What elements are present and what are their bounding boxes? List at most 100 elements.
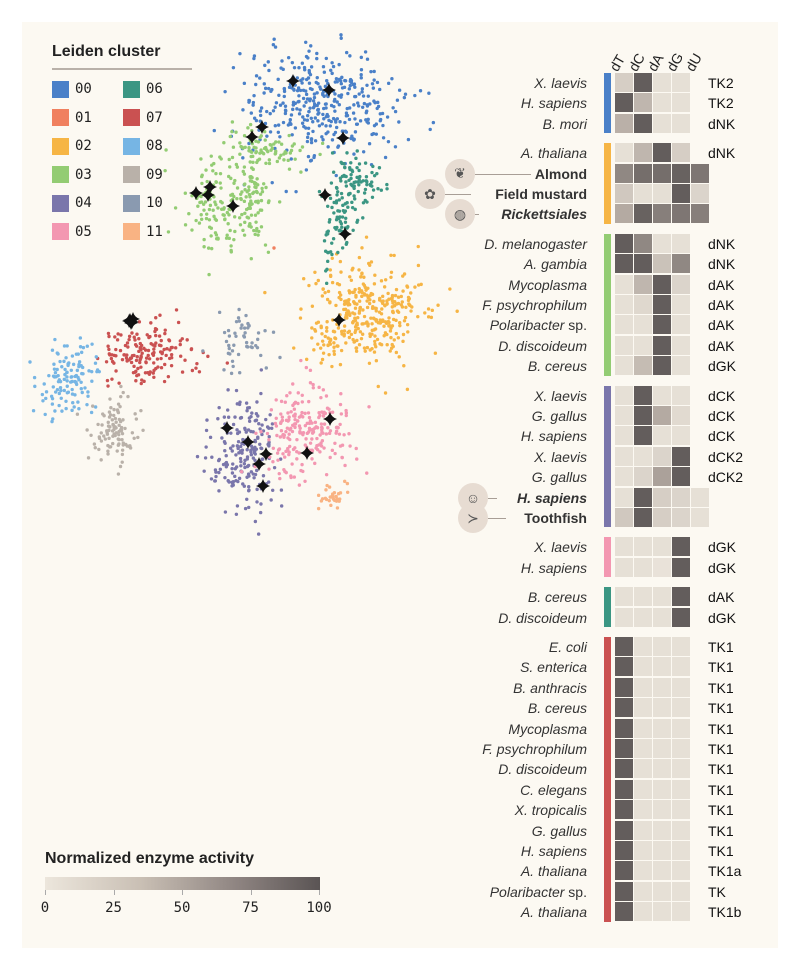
heatmap-cell-dC <box>634 537 652 557</box>
data-point <box>361 308 365 312</box>
data-point <box>86 390 90 394</box>
data-point <box>311 106 316 110</box>
data-point <box>377 166 382 170</box>
data-point <box>138 358 142 362</box>
data-point <box>80 390 84 395</box>
data-point <box>227 236 231 241</box>
data-point <box>223 217 227 222</box>
heatmap-cell-dC <box>634 841 652 860</box>
data-point <box>350 169 355 174</box>
data-point <box>32 375 37 380</box>
data-point <box>342 433 346 437</box>
data-point <box>324 124 328 128</box>
data-point <box>334 173 338 178</box>
data-point <box>267 480 271 484</box>
data-point <box>255 468 259 473</box>
row-label: G. gallus <box>531 408 587 424</box>
data-point <box>334 303 338 308</box>
data-point <box>338 293 343 297</box>
data-point <box>353 85 357 89</box>
data-point <box>137 320 142 324</box>
row-label: X. laevis <box>534 75 587 91</box>
data-point <box>299 358 303 363</box>
data-point <box>378 296 382 301</box>
heatmap-cell-dT <box>615 881 633 901</box>
data-point <box>225 361 230 365</box>
data-point <box>256 337 260 342</box>
data-point <box>315 51 319 56</box>
data-point <box>317 189 322 194</box>
data-point <box>331 329 336 334</box>
data-point <box>351 228 355 233</box>
data-point <box>204 216 209 221</box>
data-point <box>353 330 357 335</box>
data-point <box>291 382 295 386</box>
heatmap-cell-dC <box>634 295 652 314</box>
data-point <box>229 371 234 376</box>
data-point <box>214 171 218 176</box>
data-point <box>242 133 247 138</box>
data-point <box>136 435 140 440</box>
data-point <box>311 99 316 103</box>
data-point <box>223 449 227 453</box>
data-point <box>316 493 321 498</box>
data-point <box>382 285 387 289</box>
data-point <box>87 369 91 373</box>
enzyme-label: dCK2 <box>708 448 744 465</box>
data-point <box>301 88 306 92</box>
data-point <box>342 324 347 328</box>
data-point <box>276 77 280 82</box>
highlighted-enzyme-star <box>323 412 337 426</box>
heatmap-cell-dA <box>653 759 671 779</box>
data-point <box>203 456 208 460</box>
data-point <box>373 339 377 344</box>
colorbar-tick <box>319 890 320 895</box>
data-point <box>319 422 324 426</box>
data-point <box>235 504 240 508</box>
heatmap-cell-dC <box>634 315 652 335</box>
data-point <box>360 332 365 336</box>
data-point <box>385 301 389 306</box>
data-point <box>334 199 339 203</box>
legend-label: 01 <box>75 109 92 126</box>
legend-swatch <box>52 80 69 98</box>
data-point <box>151 371 155 375</box>
data-point <box>253 438 257 443</box>
data-point <box>402 364 406 368</box>
data-point <box>360 290 365 295</box>
data-point <box>321 388 326 392</box>
enzyme-label: dNK <box>708 145 736 162</box>
data-point <box>383 303 387 308</box>
cluster-11-points <box>316 479 350 511</box>
data-point <box>392 253 396 258</box>
row-label: S. enterica <box>520 659 587 676</box>
data-point <box>358 330 363 334</box>
heatmap-cell-dC <box>634 881 652 901</box>
heatmap-cell-dT <box>615 426 633 446</box>
data-point <box>297 415 302 419</box>
data-point <box>326 289 331 294</box>
data-point <box>357 311 362 315</box>
legend-label: 06 <box>146 81 163 97</box>
data-point <box>318 413 322 418</box>
data-point <box>290 60 295 65</box>
data-point <box>63 372 67 377</box>
data-point <box>356 189 360 194</box>
legend-label: 11 <box>146 223 163 240</box>
data-point <box>346 300 350 305</box>
data-point <box>370 82 375 86</box>
data-point <box>291 100 296 104</box>
data-point <box>292 65 297 70</box>
data-point <box>359 55 364 60</box>
data-point <box>341 203 345 208</box>
data-point <box>153 344 157 348</box>
data-point <box>142 379 146 384</box>
data-point <box>288 428 292 432</box>
data-point <box>292 407 297 411</box>
data-point <box>351 337 355 342</box>
heatmap-cell-dA <box>653 820 671 840</box>
data-point <box>330 280 335 285</box>
data-point <box>359 68 364 72</box>
data-point <box>343 202 347 206</box>
row-label: A. thaliana <box>520 904 587 921</box>
